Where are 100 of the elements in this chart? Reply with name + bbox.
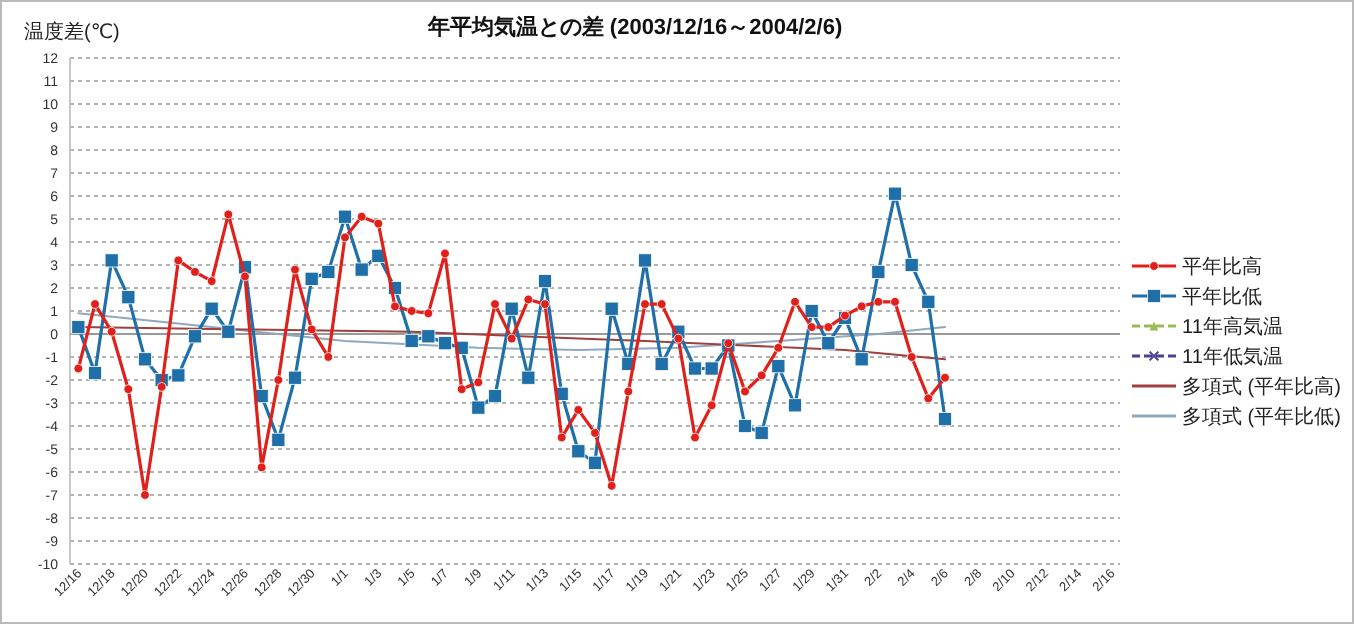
point [604, 301, 619, 316]
point [938, 412, 952, 427]
point [490, 299, 500, 309]
point [338, 209, 352, 224]
point [340, 232, 350, 243]
point [123, 384, 134, 394]
point [771, 359, 786, 374]
point [606, 481, 617, 491]
point [354, 262, 369, 277]
point [471, 400, 486, 415]
point [856, 301, 867, 312]
point [204, 301, 219, 316]
point [756, 370, 767, 381]
point [138, 352, 152, 367]
point [823, 322, 834, 332]
point [923, 393, 934, 404]
point [440, 248, 450, 259]
point [571, 444, 586, 459]
point [706, 400, 717, 411]
point [104, 253, 119, 268]
point [188, 329, 202, 344]
point [556, 432, 567, 443]
point [273, 375, 284, 385]
legend-label: 11年低気温 [1182, 345, 1283, 369]
point [390, 301, 400, 312]
point [588, 455, 602, 470]
point [373, 218, 384, 229]
point [240, 271, 250, 282]
point [106, 326, 117, 337]
point [356, 211, 367, 222]
point [754, 425, 769, 440]
point [854, 352, 869, 367]
point [173, 255, 184, 266]
point [638, 253, 652, 268]
point [190, 267, 200, 277]
point [406, 306, 417, 316]
legend-label: 多項式 (平年比低) [1182, 405, 1341, 429]
point [738, 419, 752, 433]
legend-label: 多項式 (平年比高) [1182, 375, 1341, 399]
point [623, 386, 634, 397]
point [304, 271, 319, 286]
point [640, 299, 650, 309]
point [271, 432, 286, 447]
point [740, 386, 750, 397]
point [906, 352, 917, 362]
point [504, 301, 519, 316]
point [71, 320, 86, 335]
legend-label: 11年高気温 [1182, 315, 1283, 339]
point [90, 299, 100, 309]
point [654, 356, 669, 371]
point [156, 382, 167, 392]
point [473, 377, 484, 388]
point [121, 290, 136, 305]
point [438, 336, 452, 351]
point [690, 432, 700, 443]
point [656, 299, 667, 309]
point [538, 274, 552, 289]
y-axis-title: 温度差(℃) [24, 20, 120, 44]
point [488, 389, 502, 404]
point [256, 462, 267, 473]
point [140, 490, 150, 500]
point [773, 343, 784, 353]
point [206, 276, 217, 286]
point [873, 297, 884, 307]
point [573, 405, 584, 415]
point [688, 361, 702, 376]
point [506, 333, 517, 344]
legend-label: 平年比低 [1182, 285, 1262, 309]
point [673, 333, 684, 344]
point [723, 338, 734, 348]
legend-label: 平年比高 [1182, 255, 1262, 279]
point [523, 294, 534, 305]
point [806, 322, 817, 332]
point [921, 294, 936, 309]
point [73, 363, 84, 374]
point [888, 186, 902, 201]
point [423, 308, 434, 319]
point [788, 398, 802, 413]
chart-title: 年平均気温との差 (2003/12/16～2004/2/6) [425, 14, 843, 40]
point [321, 264, 336, 279]
point [804, 304, 819, 318]
point [871, 264, 886, 279]
point [404, 333, 419, 348]
point [590, 428, 600, 438]
point [290, 264, 300, 275]
point [306, 324, 317, 335]
point [456, 384, 467, 394]
point [323, 352, 334, 362]
point [890, 297, 900, 307]
point [940, 372, 950, 383]
point [288, 370, 302, 385]
point [171, 368, 186, 383]
point [521, 370, 536, 385]
point [223, 209, 234, 220]
point [421, 329, 436, 344]
point [904, 258, 919, 272]
point [540, 299, 550, 309]
point [821, 336, 836, 351]
point [88, 366, 102, 381]
point [704, 361, 719, 376]
